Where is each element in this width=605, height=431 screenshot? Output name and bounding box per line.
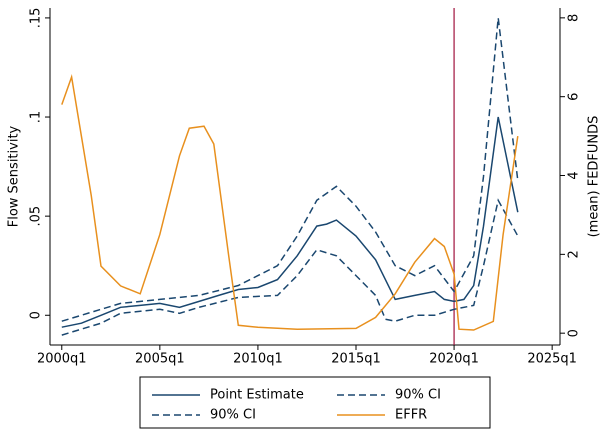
series-line [61, 17, 519, 322]
y2-tick-label: 6 [567, 93, 582, 101]
y2-axis-title: (mean) FEDFUNDS [587, 116, 602, 238]
y-tick-label: .05 [29, 206, 44, 227]
x-tick-label: 2020q1 [429, 352, 479, 367]
legend-label: EFFR [395, 408, 427, 423]
x-tick-label: 2015q1 [331, 352, 381, 367]
y-tick-label: .1 [29, 111, 44, 123]
y-tick-label: 0 [29, 311, 44, 319]
x-tick-label: 2025q1 [527, 352, 577, 367]
legend-label: 90% CI [210, 408, 256, 423]
x-tick-label: 2000q1 [37, 352, 87, 367]
y-tick-label: .15 [29, 8, 44, 29]
series-line [61, 116, 519, 328]
y2-tick-label: 8 [567, 14, 582, 22]
legend-box [139, 376, 491, 429]
y-axis-title: Flow Sensitivity [7, 125, 22, 227]
x-tick-label: 2005q1 [135, 352, 185, 367]
series-line [61, 198, 519, 336]
y2-tick-label: 4 [567, 171, 582, 179]
series-line [61, 74, 519, 331]
legend-label: 90% CI [395, 388, 441, 403]
legend-label: Point Estimate [210, 388, 304, 403]
y2-tick-label: 0 [567, 329, 582, 337]
x-tick-label: 2010q1 [233, 352, 283, 367]
y2-tick-label: 2 [567, 250, 582, 258]
